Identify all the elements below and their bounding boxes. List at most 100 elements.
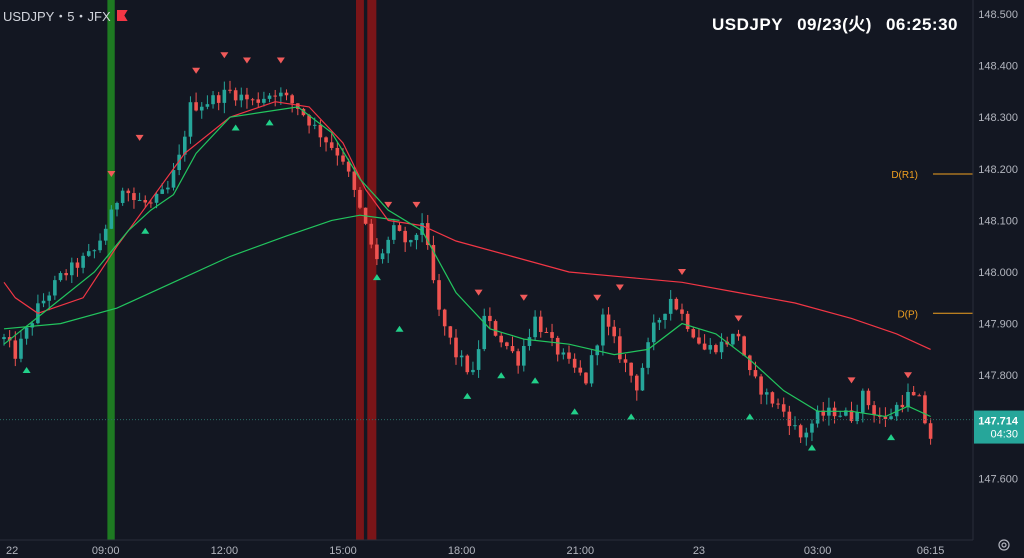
candle-body [855, 412, 859, 422]
candle-body [30, 323, 35, 328]
candle-body [691, 329, 696, 338]
x-tick-label: 18:00 [448, 545, 476, 557]
candle-body [533, 316, 537, 338]
candle-body [358, 189, 362, 208]
candle-body [375, 244, 379, 260]
candle-body [279, 92, 283, 97]
candle-body [256, 99, 261, 103]
candle-body [216, 95, 221, 103]
slow-ma-line [3, 101, 931, 350]
sell-signal-marker [384, 201, 393, 208]
header-time: 06:25:30 [885, 15, 958, 34]
candle-body [476, 349, 481, 370]
sell-signal-marker [242, 57, 251, 64]
candle-body [538, 316, 543, 332]
candle-body [923, 395, 927, 424]
buy-signal-marker [265, 119, 274, 126]
sell-signal-marker [474, 289, 483, 296]
candle-body [239, 94, 244, 101]
x-tick-label: 15:00 [329, 545, 357, 557]
candle-body [324, 137, 328, 143]
buy-signal-marker [141, 227, 150, 234]
candle-body [810, 423, 814, 433]
candle-body [296, 103, 300, 109]
candle-body [623, 359, 628, 363]
candle-body [284, 92, 289, 96]
candle-body [64, 273, 68, 276]
candle-body [815, 410, 820, 424]
candle-body [894, 404, 899, 417]
flag-icon[interactable] [116, 10, 128, 21]
x-tick-label: 06:15 [917, 545, 945, 557]
candle-body [861, 390, 865, 413]
candle-body [731, 333, 735, 345]
candle-body [900, 404, 905, 408]
candle-body [75, 262, 80, 268]
ticker-label[interactable]: USDJPY・5・JFX [3, 6, 128, 25]
candle-body [425, 223, 430, 246]
candle-body [171, 170, 176, 188]
highlight-band-green [107, 0, 115, 540]
candle-body [53, 280, 57, 296]
candle-body [680, 309, 684, 314]
candle-body [267, 95, 272, 99]
candle-body [228, 89, 232, 91]
candle-body [166, 187, 170, 190]
candle-body [126, 190, 131, 194]
candle-body [838, 415, 842, 417]
fast-ma-line [3, 106, 931, 418]
candle-body [578, 367, 583, 373]
candle-body [793, 425, 797, 427]
candle-body [657, 319, 662, 323]
candle-body [719, 341, 724, 353]
candle-body [290, 95, 294, 104]
sell-signal-marker [412, 201, 421, 208]
y-tick-label: 148.400 [978, 61, 1018, 73]
candle-body [132, 193, 136, 201]
candle-body [273, 95, 277, 97]
y-tick-label: 148.500 [978, 9, 1018, 21]
x-tick-label: 09:00 [92, 545, 120, 557]
candle-body [787, 411, 792, 426]
candle-body [442, 309, 447, 327]
sell-signal-marker [276, 57, 285, 64]
candle-body [41, 300, 46, 304]
candle-body [403, 230, 407, 243]
y-tick-label: 147.600 [978, 473, 1018, 485]
sell-signal-marker [847, 377, 856, 384]
candle-body [301, 108, 306, 116]
candle-body [369, 223, 374, 245]
candle-body [19, 338, 23, 359]
candle-body [928, 423, 933, 439]
candle-body [844, 410, 848, 416]
candle-body [47, 295, 51, 301]
gear-icon[interactable] [997, 538, 1011, 552]
ticker-text: USDJPY・5・JFX [3, 9, 111, 24]
candle-body [409, 240, 413, 243]
highlight-band-red [355, 0, 364, 540]
candle-body [798, 425, 803, 438]
candle-body [561, 352, 566, 355]
sell-signal-marker [678, 269, 686, 275]
candle-body [115, 202, 119, 210]
candle-body [312, 124, 317, 126]
buy-signal-marker [231, 124, 240, 131]
candle-body [205, 104, 210, 107]
buy-signal-marker [627, 413, 636, 420]
candle-body [759, 376, 763, 395]
sell-signal-marker [107, 170, 116, 177]
last-price-value: 147.714 [978, 416, 1019, 428]
candle-body [522, 345, 526, 366]
buy-signal-marker [372, 274, 381, 281]
candle-body [7, 337, 12, 341]
candle-body [250, 99, 255, 101]
buy-signal-marker [22, 367, 31, 374]
sell-signal-marker [192, 67, 201, 74]
candle-body [482, 315, 487, 350]
candle-body [674, 298, 679, 310]
candle-body [781, 404, 786, 412]
candle-body [832, 407, 837, 417]
candle-body [872, 405, 876, 416]
candle-body [668, 298, 673, 314]
